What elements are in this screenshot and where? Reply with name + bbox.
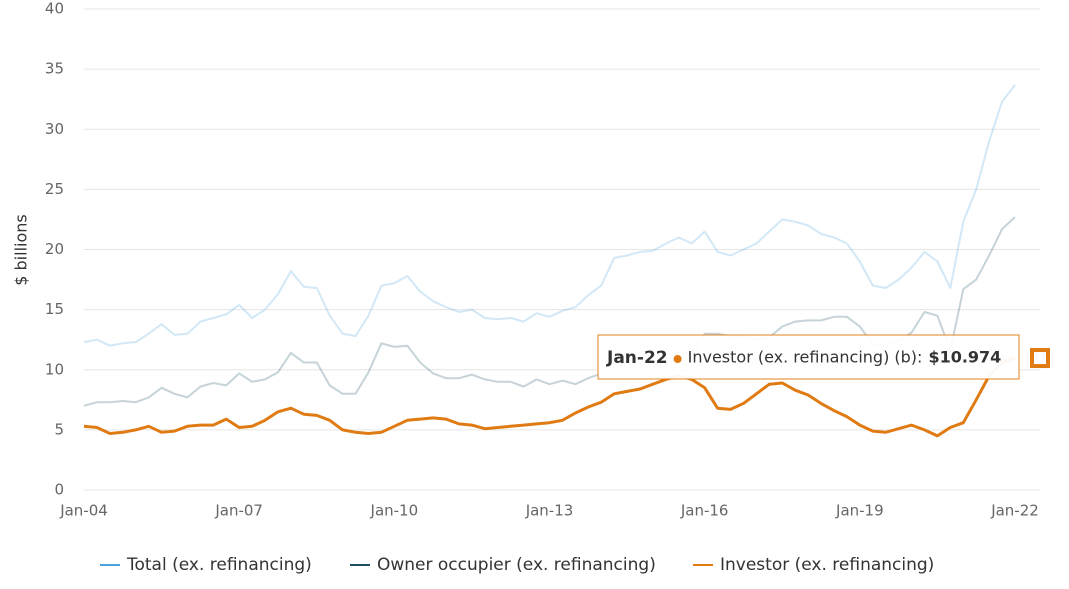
x-tick-label: Jan-16 [680,502,729,520]
tooltip-series: Investor (ex. refinancing) (b): [688,348,923,367]
y-tick-label: 10 [45,360,64,378]
y-axis-label: $ billions [12,214,31,285]
series-line [83,356,1016,438]
y-tick-label: 5 [54,420,64,438]
hover-marker [1030,348,1050,369]
y-tick-label: 40 [45,0,64,18]
tooltip-dot [673,355,682,363]
legend-label[interactable]: Total (ex. refinancing) [126,555,312,575]
series-line [83,84,1016,347]
x-tick-label: Jan-10 [370,502,419,520]
y-tick-label: 30 [45,120,64,138]
y-tick-label: 35 [45,60,64,78]
legend-label[interactable]: Investor (ex. refinancing) [720,555,934,575]
tooltip-date: Jan-22 [606,348,668,368]
y-tick-label: 15 [45,300,64,318]
x-tick-label: Jan-13 [525,502,574,520]
y-tick-label: 25 [45,180,64,198]
series-line [83,216,1016,407]
x-tick-label: Jan-07 [214,502,263,520]
x-tick-label: Jan-22 [990,502,1039,520]
y-tick-label: 20 [45,240,64,258]
x-tick-label: Jan-19 [835,502,884,520]
x-tick-label: Jan-04 [59,502,108,520]
legend-label[interactable]: Owner occupier (ex. refinancing) [377,555,656,575]
y-tick-label: 0 [54,481,64,499]
tooltip-box [597,334,1020,380]
tooltip-value: $10.974 [928,348,1001,367]
